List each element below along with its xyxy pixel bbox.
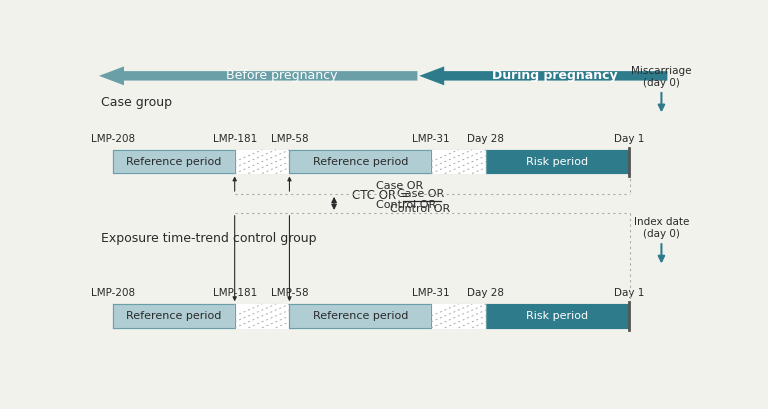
Polygon shape bbox=[99, 66, 418, 85]
Text: Reference period: Reference period bbox=[313, 157, 408, 166]
Polygon shape bbox=[419, 66, 667, 85]
Text: Case OR: Case OR bbox=[376, 181, 423, 191]
Text: Control OR: Control OR bbox=[376, 200, 436, 210]
Text: LMP-208: LMP-208 bbox=[91, 288, 134, 298]
Text: Reference period: Reference period bbox=[126, 157, 221, 166]
Text: During pregnancy: During pregnancy bbox=[492, 70, 618, 82]
Text: Day 28: Day 28 bbox=[468, 134, 505, 144]
Text: Day 1: Day 1 bbox=[614, 134, 644, 144]
Text: LMP-181: LMP-181 bbox=[213, 288, 257, 298]
Text: Risk period: Risk period bbox=[526, 157, 588, 166]
Text: Day 1: Day 1 bbox=[614, 288, 644, 298]
Polygon shape bbox=[431, 304, 486, 328]
Text: LMP-58: LMP-58 bbox=[270, 134, 308, 144]
Text: Exposure time-trend control group: Exposure time-trend control group bbox=[101, 231, 316, 245]
Text: Case OR: Case OR bbox=[397, 189, 444, 199]
Bar bbox=[486, 304, 629, 328]
Text: Before pregnancy: Before pregnancy bbox=[227, 70, 338, 82]
Polygon shape bbox=[235, 304, 290, 328]
Text: Index date
(day 0): Index date (day 0) bbox=[634, 217, 689, 239]
Text: Risk period: Risk period bbox=[526, 311, 588, 321]
Bar bbox=[290, 304, 431, 328]
Text: Control OR: Control OR bbox=[390, 204, 451, 214]
Text: LMP-208: LMP-208 bbox=[91, 134, 134, 144]
Text: Reference period: Reference period bbox=[313, 311, 408, 321]
Text: Miscarriage
(day 0): Miscarriage (day 0) bbox=[631, 66, 692, 88]
Bar bbox=[290, 150, 431, 173]
Text: CTC OR =: CTC OR = bbox=[352, 189, 413, 202]
Bar bbox=[486, 150, 629, 173]
Text: Reference period: Reference period bbox=[126, 311, 221, 321]
Bar bbox=[113, 304, 235, 328]
Polygon shape bbox=[235, 150, 290, 173]
Text: LMP-31: LMP-31 bbox=[412, 288, 450, 298]
Text: LMP-181: LMP-181 bbox=[213, 134, 257, 144]
Text: Case group: Case group bbox=[101, 96, 172, 109]
Text: LMP-58: LMP-58 bbox=[270, 288, 308, 298]
Bar bbox=[113, 150, 235, 173]
Text: LMP-31: LMP-31 bbox=[412, 134, 450, 144]
Text: Day 28: Day 28 bbox=[468, 288, 505, 298]
Polygon shape bbox=[431, 150, 486, 173]
